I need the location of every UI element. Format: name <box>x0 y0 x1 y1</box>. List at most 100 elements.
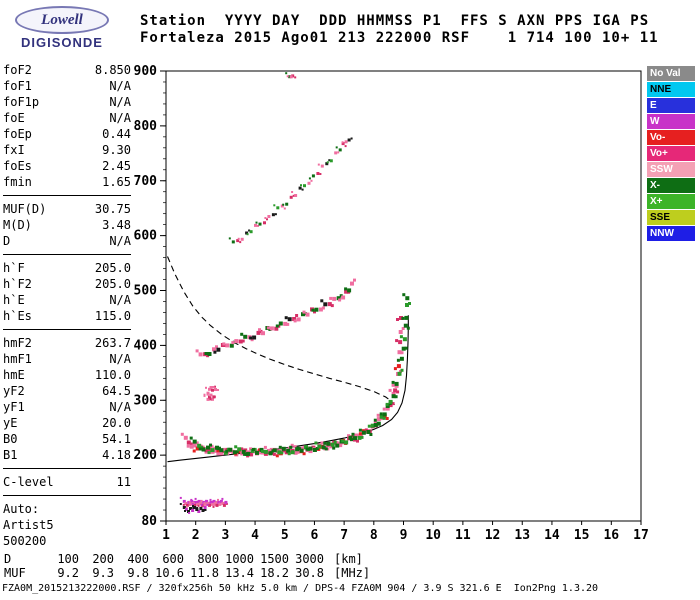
x-tick-label: 10 <box>425 528 441 543</box>
echo-point <box>225 449 229 453</box>
param-foe: foE N/A <box>3 110 131 126</box>
x-tick-label: 15 <box>574 528 590 543</box>
y-tick-label: 900 <box>134 64 158 79</box>
param-fmin: fmin 1.65 <box>3 174 131 190</box>
echo-point <box>391 380 395 384</box>
echo-point <box>290 450 295 455</box>
echo-point <box>394 381 399 386</box>
echo-point <box>217 498 219 501</box>
param-value: N/A <box>109 111 131 125</box>
table-cell: 9.2 <box>57 566 79 580</box>
param-separator <box>3 195 131 196</box>
echo-point <box>179 496 182 499</box>
echo-point <box>399 316 403 320</box>
muf-transmission-curve <box>166 256 396 406</box>
param-foep: foEp 0.44 <box>3 126 131 142</box>
echo-point <box>356 433 360 438</box>
echo-point <box>391 394 396 399</box>
echo-point <box>382 407 386 411</box>
echo-point <box>367 424 371 428</box>
echo-point <box>235 450 239 454</box>
echo-point <box>213 350 217 354</box>
echo-point <box>401 316 405 320</box>
echo-point <box>217 389 219 391</box>
param-artist5: Artist5 <box>3 517 131 533</box>
echo-point <box>329 296 333 300</box>
echo-point <box>396 318 399 321</box>
x-tick-label: 13 <box>514 528 530 543</box>
echo-point <box>356 439 359 443</box>
echo-point <box>184 508 188 511</box>
echo-point <box>291 191 294 193</box>
scaled-parameters-panel: foF2 8.850 foF1 N/A foF1p N/A foE N/A foEp 0.44 fx… <box>3 62 131 549</box>
echo-point <box>403 323 408 328</box>
x-tick-label: 1 <box>162 528 170 543</box>
echo-point <box>336 296 341 301</box>
echo-point <box>330 442 335 447</box>
echo-point <box>373 423 378 427</box>
param-label: foE <box>3 111 25 125</box>
table-unit: [MHz] <box>334 566 371 580</box>
y-tick-label: 80 <box>141 514 157 529</box>
echo-point <box>385 402 389 406</box>
echo-point <box>198 447 202 451</box>
echo-point <box>404 315 409 320</box>
echo-point <box>396 364 401 369</box>
param-label: yF2 <box>3 384 25 398</box>
echo-point <box>224 500 228 504</box>
echo-point <box>351 432 355 436</box>
echo-point <box>300 184 302 187</box>
x-tick-label: 2 <box>192 528 200 543</box>
echo-point <box>221 497 224 500</box>
echo-point <box>298 186 302 190</box>
echo-point <box>382 416 386 420</box>
param-label: 500200 <box>3 534 47 548</box>
echo-point <box>405 296 410 301</box>
table-cell: 100 <box>57 552 79 566</box>
table-cell: 1000 <box>225 552 254 566</box>
echo-point <box>180 432 184 436</box>
param-value: 3.48 <box>102 218 131 232</box>
series-mid-cluster-echoes <box>203 385 219 401</box>
echo-point <box>341 439 345 443</box>
echo-point <box>182 499 186 503</box>
y-tick-label: 300 <box>134 393 158 408</box>
echo-point <box>286 75 289 78</box>
echo-point <box>255 221 258 224</box>
table-cell: 10.6 <box>155 566 184 580</box>
echo-point <box>216 447 220 451</box>
echo-point <box>193 503 197 507</box>
echo-point <box>221 501 225 505</box>
param-b1: B1 4.18 <box>3 447 131 463</box>
echo-point <box>196 509 199 511</box>
echo-point <box>347 138 351 142</box>
table-cell: 800 <box>197 552 219 566</box>
echo-point <box>189 442 193 446</box>
echo-point <box>263 221 266 225</box>
echo-point <box>397 350 402 355</box>
echo-point <box>402 337 407 342</box>
echo-point <box>360 435 364 439</box>
echo-point <box>399 356 404 361</box>
echo-point <box>332 296 337 301</box>
table-row-muf: MUF 9.2 9.3 9.8 10.6 11.8 13.4 18.2 30.8 [MHz] <box>4 566 370 580</box>
legend-item-w: W <box>647 114 695 129</box>
echo-point <box>341 141 344 144</box>
echo-point <box>211 388 214 392</box>
echo-point <box>241 339 245 343</box>
table-cell: 200 <box>92 552 114 566</box>
legend-item-ssw: SSW <box>647 162 695 177</box>
echo-point <box>208 387 211 391</box>
echo-point <box>292 317 297 321</box>
param-h-e: h`E N/A <box>3 292 131 308</box>
echo-point <box>258 328 261 332</box>
param-value: 205.0 <box>94 277 131 291</box>
echo-point <box>241 449 246 454</box>
echo-point <box>397 371 402 376</box>
echo-point <box>266 326 270 330</box>
echo-point <box>320 441 324 445</box>
echo-point <box>219 451 224 456</box>
echo-point <box>184 510 186 512</box>
lowell-logo-oval: Lowell <box>15 6 109 34</box>
